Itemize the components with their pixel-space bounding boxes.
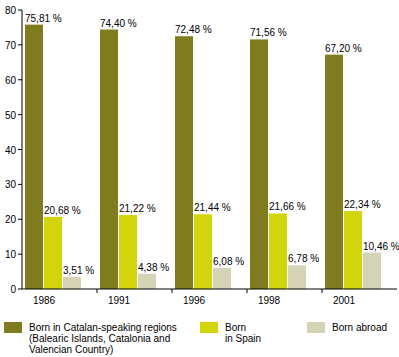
bar (363, 253, 381, 289)
bar (175, 36, 193, 289)
data-label: 6,78 % (288, 253, 319, 264)
data-label: 21,44 % (194, 202, 231, 213)
x-tick-label: 1986 (33, 295, 56, 306)
data-label: 21,22 % (119, 203, 156, 214)
y-tick-label: 80 (5, 5, 17, 16)
x-tick-label: 1998 (258, 295, 281, 306)
y-tick-label: 50 (5, 110, 17, 121)
y-tick (18, 219, 22, 220)
y-tick-label: 10 (5, 249, 17, 260)
y-tick (18, 114, 22, 115)
bar (288, 265, 306, 289)
data-label: 74,40 % (100, 18, 137, 29)
y-tick (18, 149, 22, 150)
legend-line: Valencian Country) (29, 344, 113, 355)
bar (194, 214, 212, 289)
x-tick (322, 289, 323, 293)
data-label: 10,46 % (363, 241, 399, 252)
x-tick (172, 289, 173, 293)
data-label: 67,20 % (325, 43, 362, 54)
bar (250, 39, 268, 289)
x-tick (97, 289, 98, 293)
bar (25, 25, 43, 289)
y-tick (18, 184, 22, 185)
bars (25, 25, 381, 289)
y-tick (18, 289, 22, 290)
data-label: 4,38 % (138, 262, 169, 273)
legend-label: Born abroad (332, 322, 387, 333)
y-tick-label: 20 (5, 214, 17, 225)
bar (119, 215, 137, 289)
y-tick (18, 10, 22, 11)
legend-swatch (4, 322, 22, 333)
legend-swatch (307, 322, 325, 333)
y-tick-label: 40 (5, 145, 17, 156)
y-tick-label: 70 (5, 40, 17, 51)
legend-swatch (200, 322, 218, 333)
data-label: 20,68 % (44, 205, 81, 216)
legend-label: Bornin Spain (225, 322, 261, 344)
y-tick (18, 44, 22, 45)
x-axis (22, 289, 397, 290)
legend-label: Born in Catalan-speaking regions(Baleari… (29, 322, 177, 355)
data-label: 6,08 % (213, 256, 244, 267)
bar (63, 277, 81, 289)
chart: 75,81 % 74,40 % 72,48 % 71,56 % 67,20 % 20,68… (0, 0, 399, 357)
legend-line: in Spain (225, 333, 261, 344)
legend-line: Born abroad (332, 322, 387, 333)
bar (213, 268, 231, 289)
legend-line: (Balearic Islands, Catalonia and (29, 333, 170, 344)
data-label: 3,51 % (63, 265, 94, 276)
y-tick-label: 30 (5, 179, 17, 190)
bar (138, 274, 156, 289)
y-tick (18, 254, 22, 255)
legend-line: Born (225, 322, 246, 333)
x-tick (247, 289, 248, 293)
x-tick-label: 1996 (183, 295, 206, 306)
bar (344, 211, 362, 289)
bar (269, 213, 287, 289)
bar (325, 55, 343, 289)
bar (100, 30, 118, 289)
x-tick-label: 1991 (108, 295, 131, 306)
legend-line: Born in Catalan-speaking regions (29, 322, 177, 333)
y-tick-label: 0 (10, 284, 16, 295)
y-tick-label: 60 (5, 75, 17, 86)
x-tick-label: 2001 (333, 295, 356, 306)
data-label: 22,34 % (344, 199, 381, 210)
data-label: 71,56 % (250, 27, 287, 38)
data-label: 72,48 % (175, 24, 212, 35)
data-label: 21,66 % (269, 201, 306, 212)
y-tick (18, 79, 22, 80)
bar (44, 217, 62, 289)
data-label: 75,81 % (25, 13, 62, 24)
